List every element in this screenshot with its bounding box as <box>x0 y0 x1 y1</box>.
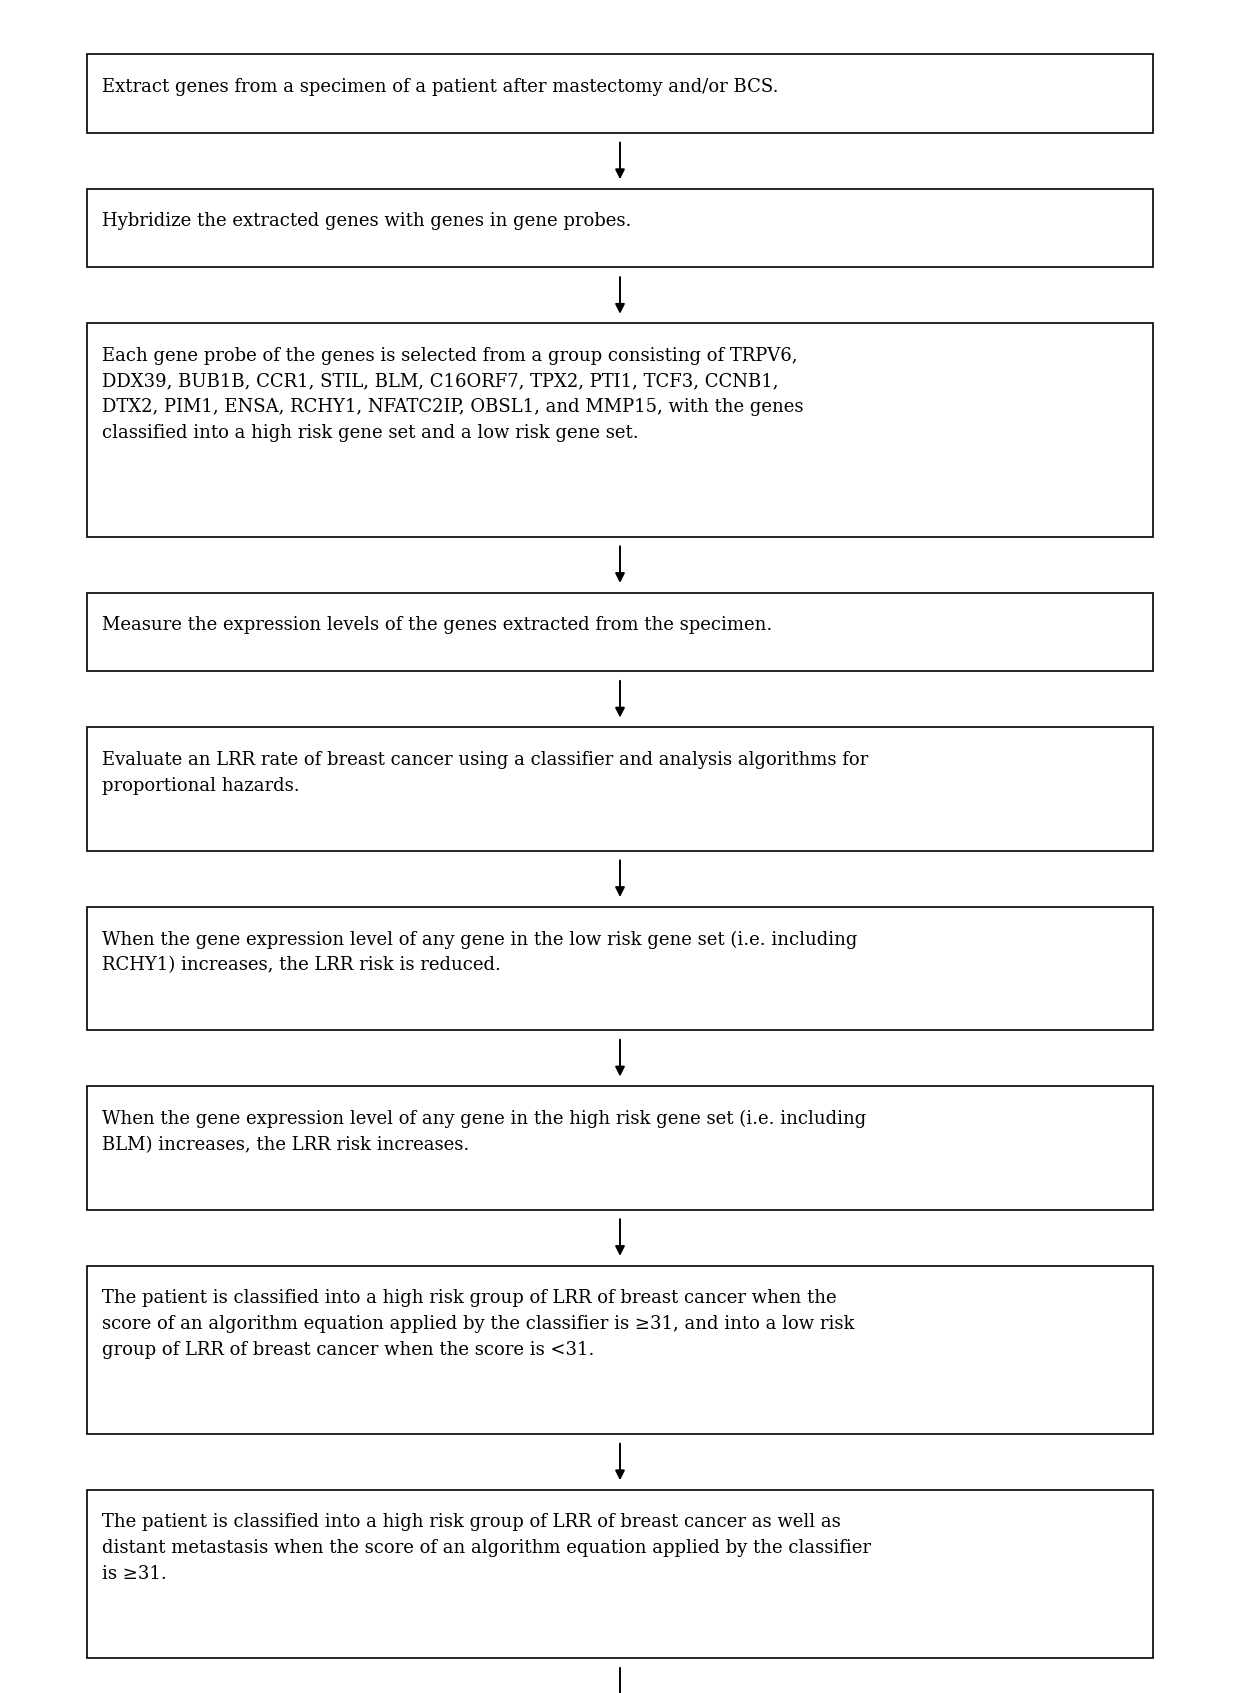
Text: The patient is classified into a high risk group of LRR of breast cancer as well: The patient is classified into a high ri… <box>102 1514 870 1583</box>
Text: Measure the expression levels of the genes extracted from the specimen.: Measure the expression levels of the gen… <box>102 616 773 635</box>
Bar <box>87 190 1153 267</box>
Bar <box>87 323 1153 537</box>
Bar <box>87 1490 1153 1659</box>
Bar <box>87 907 1153 1031</box>
Bar <box>87 54 1153 134</box>
Text: When the gene expression level of any gene in the low risk gene set (i.e. includ: When the gene expression level of any ge… <box>102 929 857 973</box>
Bar <box>87 593 1153 672</box>
Bar <box>87 1087 1153 1210</box>
Bar <box>87 728 1153 852</box>
Bar <box>87 1266 1153 1434</box>
Text: Evaluate an LRR rate of breast cancer using a classifier and analysis algorithms: Evaluate an LRR rate of breast cancer us… <box>102 750 868 794</box>
Text: Extract genes from a specimen of a patient after mastectomy and/or BCS.: Extract genes from a specimen of a patie… <box>102 78 779 97</box>
Text: When the gene expression level of any gene in the high risk gene set (i.e. inclu: When the gene expression level of any ge… <box>102 1109 866 1153</box>
Text: Hybridize the extracted genes with genes in gene probes.: Hybridize the extracted genes with genes… <box>102 212 631 230</box>
Text: Each gene probe of the genes is selected from a group consisting of TRPV6,
DDX39: Each gene probe of the genes is selected… <box>102 347 804 442</box>
Text: The patient is classified into a high risk group of LRR of breast cancer when th: The patient is classified into a high ri… <box>102 1288 854 1358</box>
